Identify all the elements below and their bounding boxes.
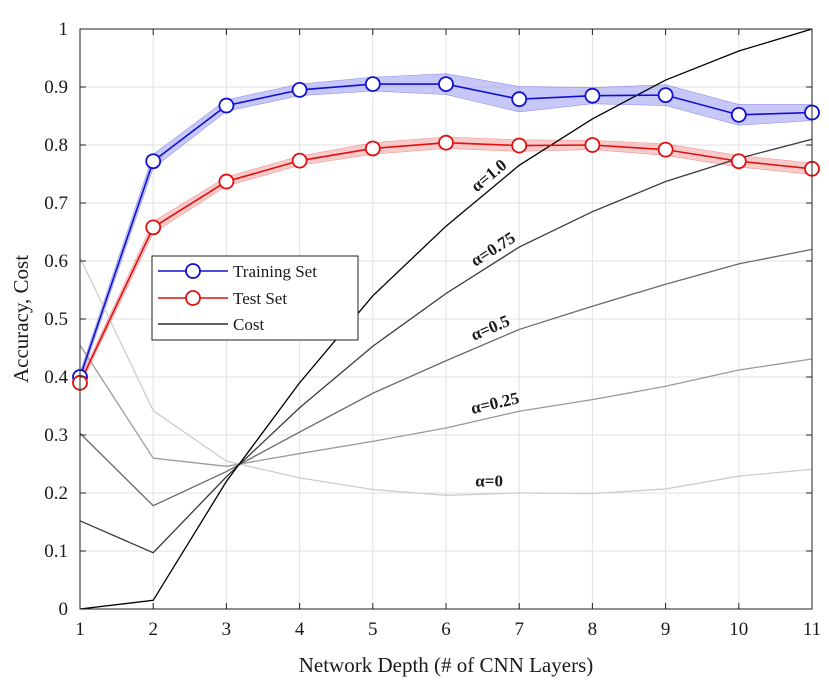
- point-test: [584, 137, 601, 153]
- cost-line-0: [79, 257, 813, 496]
- legend-label-training: Training Set: [233, 262, 317, 281]
- y-tick-labels: 0 0.1 0.2 0.3 0.4 0.5 0.6 0.7 0.8 0.9 1: [44, 19, 68, 620]
- point-training: [291, 82, 308, 98]
- x-tick-label: 4: [295, 619, 305, 640]
- y-tick-label: 0.8: [44, 135, 68, 156]
- point-training: [218, 97, 235, 114]
- cost-line-1.0: [79, 28, 813, 610]
- y-axis-label: Accuracy, Cost: [9, 255, 33, 383]
- y-tick-label: 0.4: [44, 367, 68, 388]
- point-training: [364, 76, 381, 92]
- cost-line-0.25: [79, 344, 813, 467]
- x-tick-label: 2: [148, 619, 158, 640]
- x-tick-labels: 1 2 3 4 5 6 7 8 9 10 11: [75, 619, 821, 640]
- x-tick-label: 5: [368, 619, 378, 640]
- y-tick-label: 0.5: [44, 309, 68, 330]
- legend: Training Set Test Set Cost: [151, 255, 359, 341]
- y-tick-label: 0.2: [44, 483, 68, 504]
- cost-lines: [79, 28, 813, 610]
- legend-label-test: Test Set: [233, 289, 287, 308]
- point-test: [730, 153, 747, 170]
- x-tick-label: 3: [222, 619, 232, 640]
- point-test: [438, 134, 454, 151]
- x-tick-label: 9: [661, 619, 671, 640]
- point-training: [438, 76, 454, 92]
- point-test: [145, 219, 162, 236]
- point-training: [730, 106, 747, 123]
- point-training: [584, 87, 601, 104]
- y-tick-label: 0.3: [44, 425, 68, 446]
- x-tick-label: 6: [441, 619, 451, 640]
- x-tick-label: 8: [588, 619, 598, 640]
- x-tick-label: 10: [729, 619, 748, 640]
- point-test: [291, 152, 308, 169]
- legend-label-cost: Cost: [233, 315, 264, 334]
- x-tick-label: 11: [803, 619, 821, 640]
- point-test: [218, 173, 235, 190]
- point-training: [657, 87, 674, 104]
- y-tick-label: 0.1: [44, 541, 68, 562]
- y-tick-label: 0: [59, 599, 69, 620]
- cost-line-0.5: [79, 248, 813, 507]
- cost-line-0.75: [79, 138, 813, 554]
- point-test: [657, 141, 674, 158]
- y-tick-label: 0.9: [44, 77, 68, 98]
- axis-ticks: [79, 28, 813, 610]
- alpha-label-0: α=0: [475, 471, 503, 490]
- x-tick-label: 7: [514, 619, 524, 640]
- point-training: [145, 153, 162, 170]
- point-test: [511, 137, 528, 154]
- y-tick-label: 1: [59, 19, 69, 40]
- point-test: [364, 140, 381, 157]
- x-axis-label: Network Depth (# of CNN Layers): [299, 653, 594, 677]
- y-tick-label: 0.6: [44, 251, 68, 272]
- legend-marker-test: [185, 290, 201, 306]
- legend-marker-training: [185, 263, 201, 279]
- accuracy-markers: [72, 76, 820, 391]
- y-tick-label: 0.7: [44, 193, 68, 214]
- point-training: [511, 91, 528, 108]
- x-tick-label: 1: [75, 619, 85, 640]
